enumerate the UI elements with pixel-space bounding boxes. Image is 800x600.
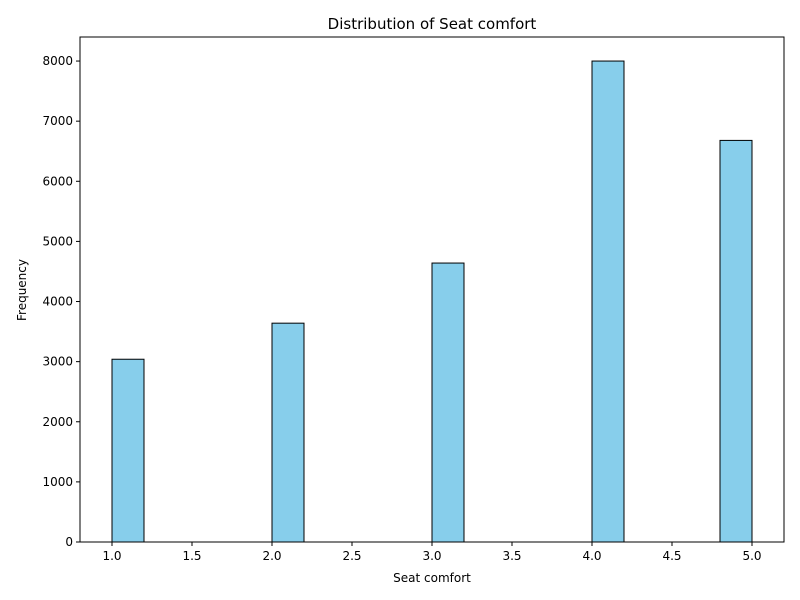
y-tick-label: 3000 xyxy=(42,355,73,369)
x-axis-title: Seat comfort xyxy=(393,571,471,585)
y-tick-label: 5000 xyxy=(42,234,73,248)
x-tick-label: 3.5 xyxy=(502,549,521,563)
y-tick-label: 4000 xyxy=(42,295,73,309)
y-tick-label: 8000 xyxy=(42,54,73,68)
x-tick-label: 3.0 xyxy=(422,549,441,563)
histogram-bar xyxy=(591,60,625,543)
histogram-bar xyxy=(431,262,465,543)
x-tick-label: 1.5 xyxy=(182,549,201,563)
x-tick-label: 5.0 xyxy=(742,549,761,563)
chart-title: Distribution of Seat comfort xyxy=(328,15,537,33)
x-tick-label: 1.0 xyxy=(102,549,121,563)
y-tick-label: 7000 xyxy=(42,114,73,128)
x-tick-label: 2.5 xyxy=(342,549,361,563)
histogram-bar xyxy=(271,322,305,543)
x-tick-label: 2.0 xyxy=(262,549,281,563)
histogram-bar xyxy=(111,358,145,543)
x-tick-label: 4.5 xyxy=(662,549,681,563)
y-axis-title: Frequency xyxy=(15,259,29,321)
y-axis: 0 1000 2000 3000 4000 5000 6000 7000 8000 xyxy=(42,54,80,549)
y-tick-label: 1000 xyxy=(42,475,73,489)
x-tick-label: 4.0 xyxy=(582,549,601,563)
x-axis: 1.0 1.5 2.0 2.5 3.0 3.5 4.0 4.5 5.0 xyxy=(102,542,762,563)
y-tick-label: 6000 xyxy=(42,174,73,188)
bars-group xyxy=(111,60,753,543)
y-tick-label: 0 xyxy=(65,535,73,549)
histogram-bar xyxy=(719,139,753,543)
y-tick-label: 2000 xyxy=(42,415,73,429)
